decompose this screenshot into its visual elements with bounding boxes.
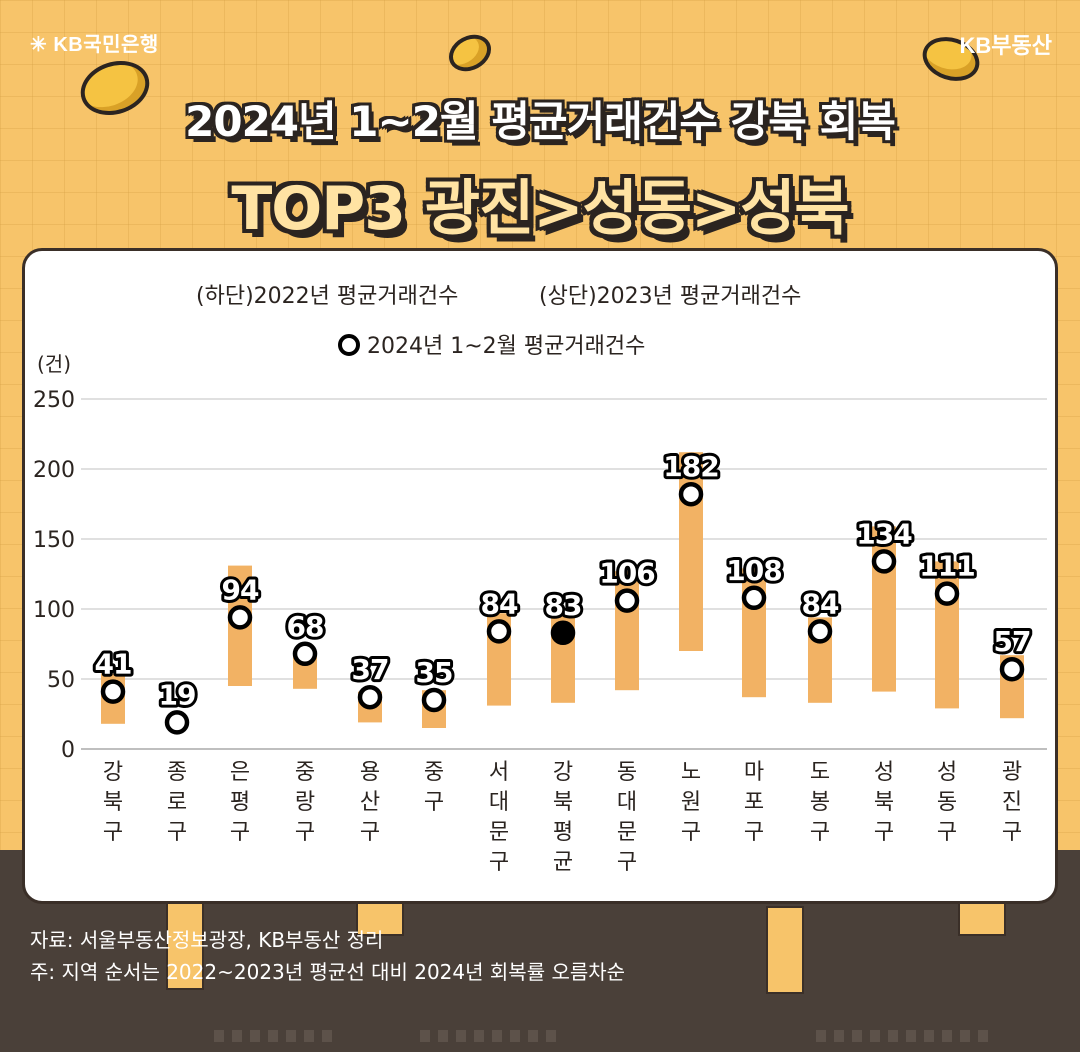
data-label: 83 xyxy=(545,589,582,622)
data-label: 84 xyxy=(481,587,518,620)
legend-2023: (상단)2023년 평균거래건수 xyxy=(539,284,801,309)
chart-card: (하단)2022년 평균거래건수 (상단)2023년 평균거래건수 2024년 1~… xyxy=(22,248,1058,904)
kb-land-logo: KB부동산 xyxy=(959,33,1053,58)
decor-tiles xyxy=(214,1030,332,1042)
legend-marker-icon xyxy=(338,334,360,356)
data-label: 108 xyxy=(726,554,781,587)
data-point xyxy=(357,684,383,710)
data-point xyxy=(741,585,767,611)
y-tick-label: 0 xyxy=(61,738,75,763)
data-point xyxy=(614,588,640,613)
data-label: 68 xyxy=(287,610,324,643)
data-label: 111 xyxy=(919,550,974,583)
data-point xyxy=(550,620,576,646)
y-tick-label: 200 xyxy=(33,458,75,483)
y-tick-label: 250 xyxy=(33,388,75,413)
data-point xyxy=(164,710,190,735)
page-subtitle: TOP3 광진>성동>성북 xyxy=(231,174,849,244)
data-point xyxy=(292,641,318,667)
decor-pillar xyxy=(958,900,1006,936)
data-label: 182 xyxy=(663,450,718,483)
kb-bank-logo: ✳ KB국민은행 xyxy=(30,28,159,57)
data-point xyxy=(100,679,126,704)
data-label: 134 xyxy=(856,517,912,550)
data-label: 37 xyxy=(352,653,389,686)
data-point xyxy=(871,549,897,574)
legend-2024: 2024년 1~2월 평균거래건수 xyxy=(367,334,645,359)
data-point xyxy=(486,619,512,644)
decor-pillar xyxy=(166,900,204,990)
data-point xyxy=(678,481,704,507)
y-tick-label: 50 xyxy=(47,668,75,693)
decor-tiles xyxy=(816,1030,988,1042)
order-note: 주: 지역 순서는 2022~2023년 평균선 대비 2024년 회복률 오름… xyxy=(30,960,626,984)
data-label: 106 xyxy=(599,557,654,590)
data-label: 19 xyxy=(159,678,196,711)
legend-2022: (하단)2022년 평균거래건수 xyxy=(196,284,458,309)
star-icon: ✳ xyxy=(30,34,48,56)
decor-tiles xyxy=(420,1030,556,1042)
data-label: 57 xyxy=(994,625,1031,658)
source-note: 자료: 서울부동산정보광장, KB부동산 정리 xyxy=(30,928,384,952)
data-point xyxy=(807,619,833,644)
chart: (하단)2022년 평균거래건수 (상단)2023년 평균거래건수 2024년 1~… xyxy=(33,284,1047,875)
data-label: 84 xyxy=(802,587,839,620)
decor-pillar xyxy=(356,900,404,936)
decor-pillar xyxy=(766,906,804,994)
data-point xyxy=(421,687,447,713)
data-label: 41 xyxy=(95,648,132,681)
y-tick-label: 150 xyxy=(33,528,75,553)
data-label: 94 xyxy=(222,573,259,606)
data-point xyxy=(934,581,960,606)
brand-left-text: KB국민은행 xyxy=(53,34,159,56)
data-point xyxy=(999,656,1025,682)
y-axis-label: (건) xyxy=(37,352,71,376)
y-tick-label: 100 xyxy=(33,598,75,623)
data-label: 35 xyxy=(416,656,453,689)
coin-icon xyxy=(442,27,498,79)
page-title: 2024년 1~2월 평균거래건수 강북 회복 xyxy=(185,97,896,146)
data-point xyxy=(227,605,253,630)
footnotes: 자료: 서울부동산정보광장, KB부동산 정리 주: 지역 순서는 2022~2… xyxy=(30,924,625,988)
